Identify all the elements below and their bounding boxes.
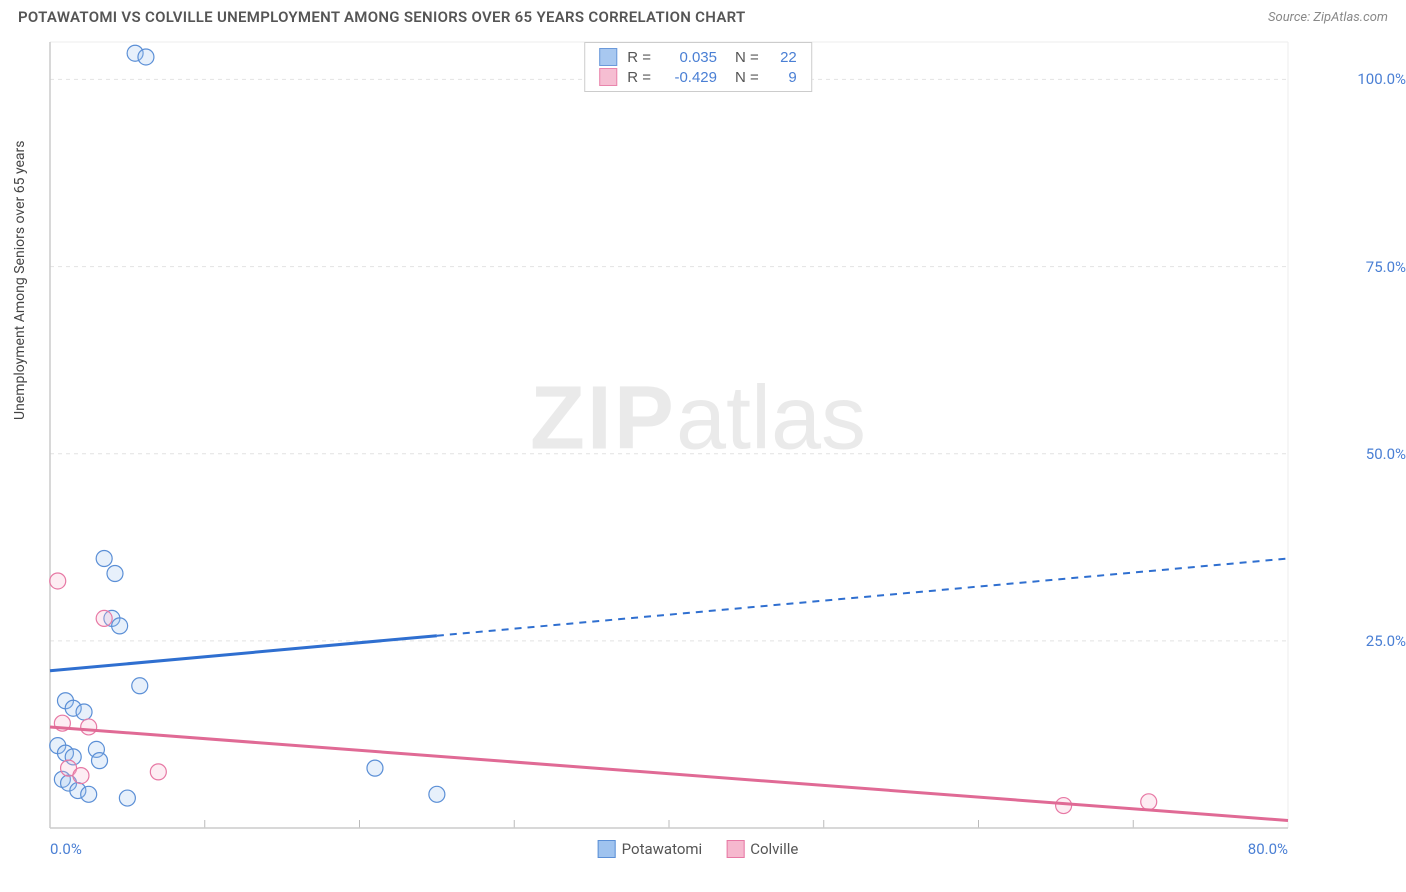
legend-label: Colville: [750, 840, 798, 858]
y-axis-label: Unemployment Among Seniors over 65 years: [12, 141, 28, 421]
data-point: [138, 49, 154, 65]
n-value: 22: [769, 49, 797, 66]
n-value: 9: [769, 69, 797, 86]
data-point: [1056, 798, 1072, 814]
correlation-stats-box: R = 0.035 N = 22 R = -0.429 N = 9: [584, 42, 812, 92]
n-label: N =: [735, 69, 759, 86]
y-tick-label: 100.0%: [1357, 70, 1406, 88]
r-label: R =: [627, 49, 651, 66]
data-point: [107, 565, 123, 581]
data-point: [1141, 794, 1157, 810]
stats-row: R = 0.035 N = 22: [599, 47, 797, 67]
series-swatch: [599, 68, 617, 86]
data-point: [73, 768, 89, 784]
data-point: [429, 786, 445, 802]
chart-title: POTAWATOMI VS COLVILLE UNEMPLOYMENT AMON…: [18, 8, 746, 26]
legend-item: Potawatomi: [598, 840, 703, 858]
legend: Potawatomi Colville: [598, 840, 799, 858]
data-point: [112, 618, 128, 634]
scatter-plot: [48, 40, 1348, 830]
data-point: [150, 764, 166, 780]
n-label: N =: [735, 49, 759, 66]
regression-line-dashed: [437, 559, 1288, 636]
data-point: [96, 610, 112, 626]
series-swatch: [599, 48, 617, 66]
stats-row: R = -0.429 N = 9: [599, 67, 797, 87]
legend-swatch: [598, 840, 616, 858]
r-value: -0.429: [661, 69, 717, 86]
data-point: [76, 704, 92, 720]
y-tick-label: 25.0%: [1366, 632, 1406, 650]
legend-swatch: [726, 840, 744, 858]
x-tick-label: 0.0%: [50, 840, 82, 858]
data-point: [81, 786, 97, 802]
data-point: [367, 760, 383, 776]
data-point: [96, 551, 112, 567]
data-point: [50, 573, 66, 589]
legend-label: Potawatomi: [622, 840, 703, 858]
data-point: [132, 678, 148, 694]
source-attribution: Source: ZipAtlas.com: [1268, 10, 1388, 25]
x-tick-label: 80.0%: [1248, 840, 1288, 858]
legend-item: Colville: [726, 840, 798, 858]
chart-area: ZIPatlas R =0.035N =22R =-0.429N =9 25.0…: [48, 40, 1348, 830]
data-point: [119, 790, 135, 806]
r-label: R =: [627, 69, 651, 86]
r-value: 0.035: [661, 49, 717, 66]
regression-line-solid: [50, 727, 1288, 821]
data-point: [92, 753, 108, 769]
data-point: [81, 719, 97, 735]
y-tick-label: 50.0%: [1366, 445, 1406, 463]
y-tick-label: 75.0%: [1366, 258, 1406, 276]
